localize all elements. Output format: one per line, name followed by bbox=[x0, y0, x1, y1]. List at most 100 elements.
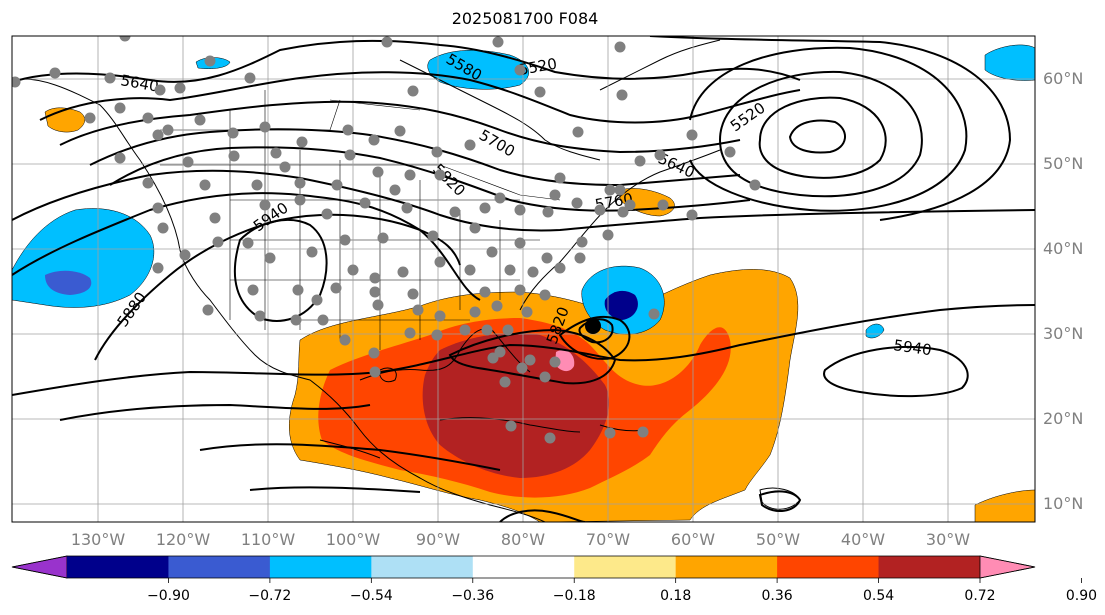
lon-tick: 40°W bbox=[841, 530, 885, 549]
colorbar-extend-low bbox=[11, 555, 68, 579]
station-marker bbox=[254, 310, 266, 322]
station-marker bbox=[12, 76, 21, 88]
station-marker bbox=[259, 199, 271, 211]
station-marker bbox=[479, 286, 491, 298]
station-marker bbox=[84, 112, 96, 124]
colorbar-segment bbox=[168, 556, 271, 578]
station-marker bbox=[542, 206, 554, 218]
map-frame bbox=[11, 35, 1036, 523]
station-marker bbox=[404, 327, 416, 339]
colorbar-tick-label: 0.72 bbox=[964, 588, 995, 604]
lon-tick: 30°W bbox=[926, 530, 970, 549]
station-marker bbox=[407, 288, 419, 300]
colorbar-outline bbox=[11, 555, 1036, 579]
station-marker bbox=[296, 136, 308, 148]
lon-tick: 50°W bbox=[756, 530, 800, 549]
station-marker bbox=[369, 366, 381, 378]
station-marker bbox=[469, 306, 481, 318]
station-marker bbox=[292, 284, 304, 296]
lon-tick: 70°W bbox=[586, 530, 630, 549]
colorbar-segment bbox=[371, 556, 474, 578]
station-marker bbox=[347, 264, 359, 276]
colorbar-segment bbox=[574, 556, 677, 578]
station-marker bbox=[119, 36, 131, 42]
station-marker bbox=[521, 306, 533, 318]
station-marker bbox=[342, 124, 354, 136]
station-marker bbox=[427, 230, 439, 242]
station-marker bbox=[259, 121, 271, 133]
station-marker bbox=[434, 169, 446, 181]
station-marker bbox=[294, 194, 306, 206]
station-marker bbox=[152, 262, 164, 274]
lon-tick: 60°W bbox=[671, 530, 715, 549]
station-marker bbox=[368, 134, 380, 146]
station-marker bbox=[369, 286, 381, 298]
station-marker bbox=[339, 234, 351, 246]
station-marker bbox=[182, 156, 194, 168]
station-marker bbox=[434, 256, 446, 268]
station-markers bbox=[12, 36, 761, 444]
station-marker bbox=[549, 189, 561, 201]
station-marker bbox=[541, 252, 553, 264]
contour-label-5820-mid: 5820 bbox=[429, 160, 469, 200]
longitude-ticks: 130°W 120°W 110°W 100°W 90°W 80°W 70°W 6… bbox=[71, 530, 970, 549]
station-marker bbox=[492, 36, 504, 48]
colorbar-segment bbox=[878, 556, 981, 578]
station-marker bbox=[251, 179, 263, 191]
station-marker bbox=[724, 146, 736, 158]
colorbar-tick-label: −0.90 bbox=[147, 588, 190, 604]
station-marker bbox=[142, 112, 154, 124]
station-marker bbox=[389, 184, 401, 196]
station-marker bbox=[514, 204, 526, 216]
station-marker bbox=[464, 139, 476, 151]
station-marker bbox=[648, 308, 660, 320]
lat-tick: 60°N bbox=[1043, 69, 1083, 88]
station-marker bbox=[516, 362, 528, 374]
station-marker bbox=[534, 86, 546, 98]
colorbar-segment bbox=[777, 556, 880, 578]
station-marker bbox=[279, 161, 291, 173]
lat-tick: 10°N bbox=[1043, 494, 1083, 513]
station-marker bbox=[514, 237, 526, 249]
station-marker bbox=[359, 197, 371, 209]
station-marker bbox=[749, 179, 761, 191]
station-marker bbox=[157, 222, 169, 234]
station-marker bbox=[179, 249, 191, 261]
station-marker bbox=[554, 172, 566, 184]
station-marker bbox=[686, 209, 698, 221]
station-marker bbox=[459, 324, 471, 336]
station-marker bbox=[434, 310, 446, 322]
station-marker bbox=[686, 129, 698, 141]
station-marker bbox=[331, 179, 343, 191]
positive-anomaly-orange-alaska bbox=[44, 107, 85, 133]
station-marker bbox=[657, 199, 669, 211]
storm-center-marker bbox=[585, 318, 601, 334]
negative-anomaly-darkblue-atlantic bbox=[604, 290, 638, 320]
station-marker bbox=[199, 179, 211, 191]
station-marker bbox=[486, 246, 498, 258]
station-marker bbox=[114, 102, 126, 114]
station-marker bbox=[614, 184, 626, 196]
station-marker bbox=[397, 266, 409, 278]
station-marker bbox=[264, 252, 276, 264]
station-marker bbox=[344, 149, 356, 161]
station-marker bbox=[494, 192, 506, 204]
station-marker bbox=[505, 420, 517, 432]
station-marker bbox=[194, 114, 206, 126]
colorbar-extend-high bbox=[979, 555, 1036, 579]
station-marker bbox=[372, 166, 384, 178]
station-marker bbox=[404, 169, 416, 181]
station-marker bbox=[604, 427, 616, 439]
station-marker bbox=[572, 126, 584, 138]
station-marker bbox=[544, 432, 556, 444]
station-marker bbox=[431, 146, 443, 158]
station-marker bbox=[617, 206, 629, 218]
station-marker bbox=[104, 72, 116, 84]
station-marker bbox=[372, 299, 384, 311]
station-marker bbox=[154, 84, 166, 96]
lon-tick: 120°W bbox=[156, 530, 211, 549]
station-marker bbox=[114, 152, 126, 164]
colorbar-segment bbox=[675, 556, 778, 578]
station-marker bbox=[431, 329, 443, 341]
